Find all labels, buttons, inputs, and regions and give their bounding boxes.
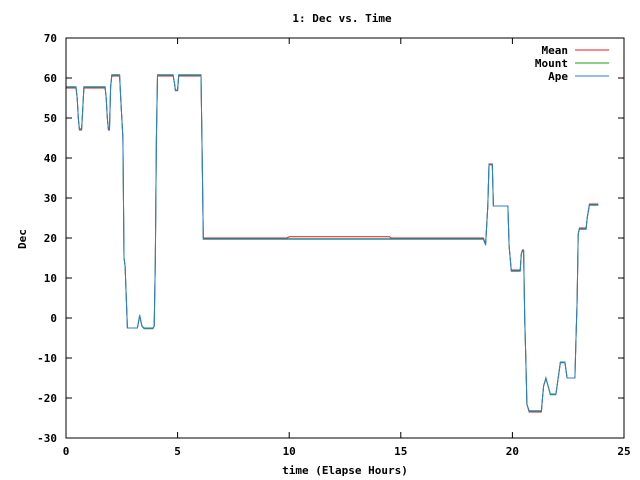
y-tick-label: 50 — [44, 112, 57, 125]
x-tick-label: 15 — [394, 445, 407, 458]
y-tick-label: 20 — [44, 232, 57, 245]
y-axis-label: Dec — [16, 229, 29, 249]
x-tick-label: 10 — [283, 445, 296, 458]
series-line-ape — [66, 74, 599, 412]
y-tick-label: 40 — [44, 152, 57, 165]
x-tick-label: 0 — [63, 445, 70, 458]
x-tick-label: 25 — [617, 445, 630, 458]
axis-ticks: 0 5 10 15 20 25 -30 -20 -10 0 10 20 30 40 50 60 70 — [37, 32, 631, 458]
y-tick-label: -30 — [37, 432, 57, 445]
y-tick-label: 60 — [44, 72, 57, 85]
x-axis-label: time (Elapse Hours) — [282, 464, 408, 477]
legend-label-mean: Mean — [542, 44, 569, 57]
legend-label-ape: Ape — [548, 70, 568, 83]
y-tick-label: 10 — [44, 272, 57, 285]
chart-title: 1: Dec vs. Time — [292, 12, 392, 25]
y-tick-label: -20 — [37, 392, 57, 405]
legend-label-mount: Mount — [535, 57, 568, 70]
y-tick-label: 0 — [50, 312, 57, 325]
y-tick-label: 30 — [44, 192, 57, 205]
x-tick-label: 20 — [506, 445, 519, 458]
x-tick-label: 5 — [174, 445, 181, 458]
y-tick-label: -10 — [37, 352, 57, 365]
plot-border — [65, 37, 625, 439]
series-lines — [66, 74, 599, 413]
y-tick-label: 70 — [44, 32, 57, 45]
